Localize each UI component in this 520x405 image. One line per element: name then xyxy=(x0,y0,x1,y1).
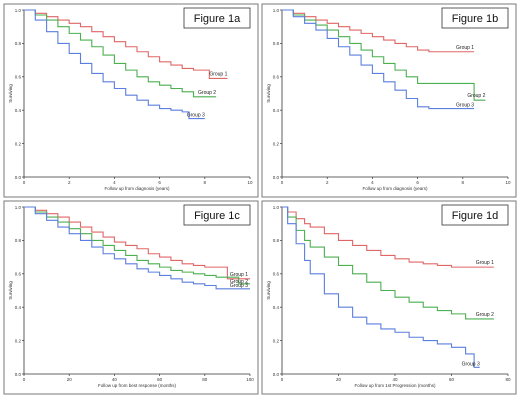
y-axis-label: Surviving xyxy=(266,281,271,300)
x-tick-label: 2 xyxy=(326,180,329,185)
y-tick-label: 0.2 xyxy=(15,141,22,146)
x-axis-label: Follow up from best response (months) xyxy=(98,383,177,388)
y-tick-label: 0.0 xyxy=(15,175,22,180)
series-label-group-3: Group 3 xyxy=(230,283,248,289)
series-line-group-1 xyxy=(24,9,228,80)
y-tick-label: 0.4 xyxy=(15,108,22,113)
y-tick-label: 0.4 xyxy=(273,305,280,310)
panel-frame xyxy=(3,200,259,395)
x-axis-label: Follow up from diagnosis (years) xyxy=(362,186,428,191)
series-label-group-2: Group 2 xyxy=(230,279,248,285)
series-line-group-1 xyxy=(24,206,250,280)
x-tick-label: 0 xyxy=(23,180,26,185)
y-tick-label: 0.8 xyxy=(15,41,22,46)
y-tick-label: 0.8 xyxy=(273,41,280,46)
y-tick-label: 0.0 xyxy=(15,372,22,377)
x-tick-label: 80 xyxy=(202,377,208,382)
x-tick-label: 4 xyxy=(371,180,374,185)
series-line-group-3 xyxy=(282,206,480,368)
y-tick-label: 1.0 xyxy=(273,205,280,210)
series-line-group-2 xyxy=(282,206,494,320)
series-label-group-2: Group 2 xyxy=(198,90,216,96)
x-tick-label: 2 xyxy=(68,180,71,185)
x-tick-label: 0 xyxy=(281,377,284,382)
panel-1: 0.0 0.2 0.4 0.6 0.8 1.0 0 2 4 6 8 10 Follow up from … xyxy=(3,3,259,198)
y-tick-label: 0.8 xyxy=(273,238,280,243)
x-tick-label: 6 xyxy=(416,180,419,185)
panel-2: 0.0 0.2 0.4 0.6 0.8 1.0 0 2 4 6 8 10 Follow up from … xyxy=(261,3,517,198)
panel-label-box xyxy=(441,7,509,29)
y-tick-label: 0.6 xyxy=(15,75,22,80)
panel-frame xyxy=(3,3,259,198)
series-label-group-1: Group 1 xyxy=(456,45,474,51)
y-tick-label: 0.2 xyxy=(15,338,22,343)
x-tick-label: 0 xyxy=(23,377,26,382)
x-axis-label: Follow up from diagnosis (years) xyxy=(104,186,170,191)
x-tick-label: 10 xyxy=(505,180,511,185)
series-label-group-1: Group 1 xyxy=(230,272,248,278)
x-tick-label: 60 xyxy=(449,377,455,382)
series-label-group-1: Group 1 xyxy=(476,260,494,266)
x-tick-label: 80 xyxy=(505,377,511,382)
x-tick-label: 8 xyxy=(462,180,465,185)
y-tick-label: 0.0 xyxy=(273,372,280,377)
y-axis-label: Surviving xyxy=(266,84,271,103)
series-line-group-2 xyxy=(24,9,217,98)
series-label-group-3: Group 3 xyxy=(456,103,474,109)
series-line-group-3 xyxy=(24,9,205,120)
x-tick-label: 10 xyxy=(247,180,253,185)
y-axis-label: Surviving xyxy=(8,281,13,300)
series-label-group-1: Group 1 xyxy=(209,71,227,77)
series-line-group-3 xyxy=(282,9,475,110)
y-tick-label: 0.6 xyxy=(273,272,280,277)
y-tick-label: 1.0 xyxy=(15,8,22,13)
series-line-group-2 xyxy=(282,9,486,101)
x-tick-label: 20 xyxy=(336,377,342,382)
x-tick-label: 40 xyxy=(392,377,398,382)
x-tick-label: 60 xyxy=(157,377,163,382)
series-label-group-3: Group 3 xyxy=(462,361,480,367)
y-tick-label: 0.6 xyxy=(273,75,280,80)
y-tick-label: 1.0 xyxy=(15,205,22,210)
y-axis-label: Surviving xyxy=(8,84,13,103)
y-tick-label: 0.2 xyxy=(273,141,280,146)
series-label-group-2: Group 2 xyxy=(467,93,485,99)
panel-3: 0.0 0.2 0.4 0.6 0.8 1.0 0 20 40 60 80 100 Follow up … xyxy=(3,200,259,395)
x-tick-label: 4 xyxy=(113,180,116,185)
series-line-group-1 xyxy=(282,9,475,53)
panel-label-box xyxy=(441,204,509,226)
x-tick-label: 100 xyxy=(246,377,254,382)
y-tick-label: 0.4 xyxy=(15,305,22,310)
panel-label-box xyxy=(183,204,251,226)
y-tick-label: 1.0 xyxy=(273,8,280,13)
series-label-group-2: Group 2 xyxy=(476,312,494,318)
x-tick-label: 20 xyxy=(67,377,73,382)
panel-label: Figure 1a xyxy=(194,13,241,25)
y-tick-label: 0.6 xyxy=(15,272,22,277)
series-line-group-3 xyxy=(24,206,250,290)
panel-4: 0.0 0.2 0.4 0.6 0.8 1.0 0 20 40 60 80 Follow up fro… xyxy=(261,200,517,395)
series-line-group-2 xyxy=(24,206,250,285)
x-tick-label: 8 xyxy=(204,180,207,185)
x-tick-label: 40 xyxy=(112,377,118,382)
panel-label: Figure 1b xyxy=(452,13,498,25)
series-line-group-1 xyxy=(282,206,494,268)
panel-label: Figure 1c xyxy=(194,210,240,222)
x-axis-label: Follow up from 1st Progression (months) xyxy=(354,383,436,388)
y-tick-label: 0.8 xyxy=(15,238,22,243)
panel-label: Figure 1d xyxy=(452,210,498,222)
x-tick-label: 6 xyxy=(158,180,161,185)
series-label-group-3: Group 3 xyxy=(187,113,205,119)
x-tick-label: 0 xyxy=(281,180,284,185)
y-tick-label: 0.4 xyxy=(273,108,280,113)
panel-label-box xyxy=(183,7,251,29)
y-tick-label: 0.0 xyxy=(273,175,280,180)
y-tick-label: 0.2 xyxy=(273,338,280,343)
